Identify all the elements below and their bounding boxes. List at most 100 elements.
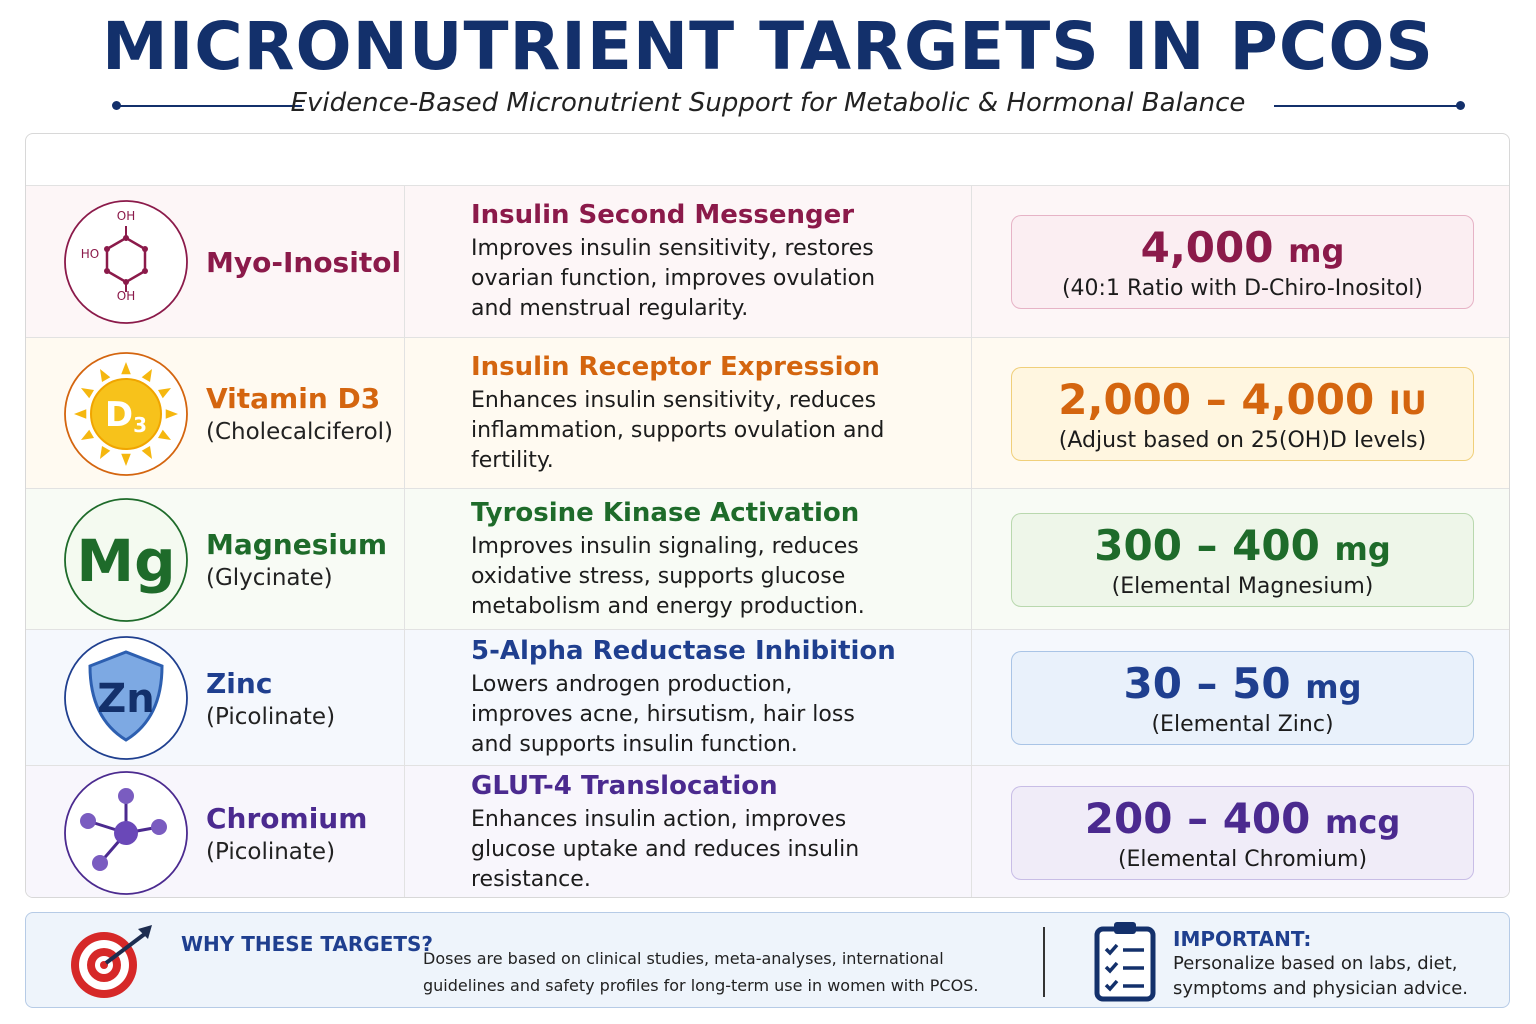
cell-divider bbox=[971, 489, 972, 630]
dose-value: 30 – 50 bbox=[1123, 659, 1291, 708]
icon-ring bbox=[64, 200, 188, 324]
atom bbox=[142, 246, 148, 252]
table-row: OH HO OH Myo-Inositol Insulin Second Messeng… bbox=[26, 185, 1509, 338]
dose-note: (Adjust based on 25(OH)D levels) bbox=[1058, 427, 1427, 453]
why-title: WHY THESE TARGETS? bbox=[181, 932, 434, 956]
mechanism-title: Tyrosine Kinase Activation bbox=[471, 497, 860, 528]
dose-unit: mcg bbox=[1325, 803, 1401, 841]
table: NUTRIENTKEY MECHANISM IN PCOSTARGET DAIL… bbox=[25, 133, 1510, 898]
icon-label: OH bbox=[117, 289, 135, 303]
shield bbox=[88, 650, 164, 742]
rule bbox=[1274, 105, 1460, 107]
mechanism-text: Improves insulin sensitivity, restores o… bbox=[471, 236, 876, 321]
dose-box: 200 – 400 mcg (Elemental Chromium) bbox=[1011, 786, 1474, 880]
atom bbox=[92, 855, 108, 871]
nutrient-name: Zinc bbox=[206, 666, 273, 700]
cell-divider bbox=[971, 766, 972, 897]
nutrient-icon bbox=[64, 771, 188, 895]
sun-ray bbox=[80, 387, 95, 398]
icon-label: HO bbox=[81, 247, 99, 261]
atom bbox=[104, 246, 110, 252]
cell-divider bbox=[971, 186, 972, 338]
important-title: IMPORTANT: bbox=[1173, 927, 1312, 951]
sun-ray bbox=[165, 408, 178, 419]
mechanism-cell: Tyrosine Kinase Activation Improves insul… bbox=[471, 489, 891, 630]
dose-value: 4,000 bbox=[1140, 223, 1274, 272]
mechanism-title: GLUT-4 Translocation bbox=[471, 771, 778, 801]
rule bbox=[116, 105, 302, 107]
sun-ray bbox=[157, 429, 172, 440]
icon-label: D3 bbox=[105, 395, 147, 437]
sun-ray bbox=[141, 368, 152, 382]
nutrient-form: (Picolinate) bbox=[206, 838, 336, 865]
dose-box: 2,000 – 4,000 IU (Adjust based on 25(OH)D… bbox=[1011, 366, 1474, 461]
sun-ray bbox=[141, 445, 152, 459]
nutrient-cell: Magnesium (Glycinate) bbox=[206, 489, 387, 630]
footer: WHY THESE TARGETS? Doses are based on cl… bbox=[25, 912, 1510, 1008]
dose-line: 200 – 400 mcg bbox=[1012, 794, 1473, 843]
subtitle: Evidence-Based Micronutrient Support for… bbox=[290, 88, 1246, 118]
dose-box: 300 – 400 mg (Elemental Magnesium) bbox=[1011, 512, 1474, 607]
dose-unit: mg bbox=[1334, 529, 1391, 568]
dose-line: 4,000 mg bbox=[1012, 223, 1473, 272]
nutrient-name: Myo-Inositol bbox=[206, 245, 402, 279]
atom bbox=[118, 788, 134, 804]
dose-box: 4,000 mg (40:1 Ratio with D-Chiro-Inosito… bbox=[1011, 215, 1474, 309]
nutrient-cell: Vitamin D3 (Cholecalciferol) bbox=[206, 338, 393, 489]
dose-note: (40:1 Ratio with D-Chiro-Inositol) bbox=[1061, 276, 1424, 301]
nutrient-icon: Mg bbox=[64, 497, 188, 622]
cell-divider bbox=[404, 766, 405, 897]
mechanism-title: 5-Alpha Reductase Inhibition bbox=[471, 636, 896, 666]
table-row: Mg Magnesium (Glycinate) Tyrosine Kinase Ac… bbox=[26, 488, 1509, 630]
table-row: Zn Zinc (Picolinate) 5-Alpha Reductase Inhi… bbox=[26, 629, 1509, 766]
atom bbox=[114, 821, 138, 845]
dot bbox=[112, 101, 121, 110]
dose-unit: IU bbox=[1388, 383, 1427, 422]
dose-line: 2,000 – 4,000 IU bbox=[1012, 375, 1473, 424]
mechanism-cell: GLUT-4 Translocation Enhances insulin act… bbox=[471, 766, 891, 897]
dose-note: (Elemental Magnesium) bbox=[1111, 573, 1374, 599]
sun-ray bbox=[121, 361, 131, 374]
cell-divider bbox=[971, 630, 972, 766]
mechanism-text: Improves insulin signaling, reduces oxid… bbox=[471, 533, 865, 619]
dose-unit: mg bbox=[1305, 668, 1362, 706]
important-text: Personalize based on labs, diet, symptom… bbox=[1173, 953, 1469, 999]
why-text: Doses are based on clinical studies, met… bbox=[423, 949, 979, 995]
icon-label: Zn bbox=[97, 676, 154, 722]
nutrient-icon: Zn bbox=[64, 636, 188, 760]
mechanism-cell: Insulin Second Messenger Improves insulin… bbox=[471, 186, 891, 338]
sun-ray bbox=[100, 368, 111, 382]
icon-label: OH bbox=[117, 209, 135, 223]
dose-box: 30 – 50 mg (Elemental Zinc) bbox=[1011, 651, 1474, 745]
divider bbox=[1043, 927, 1045, 997]
mechanism-cell: Insulin Receptor Expression Enhances insu… bbox=[471, 338, 891, 489]
dose-note: (Elemental Zinc) bbox=[1151, 712, 1334, 737]
mechanism-text: Enhances insulin action, improves glucos… bbox=[471, 807, 860, 892]
nutrient-icon: OH HO OH bbox=[64, 200, 188, 324]
sun bbox=[90, 377, 162, 450]
nutrient-cell: Myo-Inositol bbox=[206, 186, 401, 338]
dose-note: (Elemental Chromium) bbox=[1117, 847, 1368, 872]
title: MICRONUTRIENT TARGETS IN PCOS bbox=[102, 8, 1434, 85]
nutrient-icon: D3 bbox=[64, 351, 188, 476]
nutrient-name: Magnesium bbox=[206, 528, 388, 561]
sun-ray bbox=[80, 429, 95, 440]
nutrient-cell: Zinc (Picolinate) bbox=[206, 630, 335, 766]
nutrient-name: Vitamin D3 bbox=[206, 382, 381, 415]
mechanism-title: Insulin Receptor Expression bbox=[471, 351, 880, 382]
dose-unit: mg bbox=[1288, 232, 1345, 270]
nutrient-form: (Cholecalciferol) bbox=[206, 419, 394, 445]
dose-value: 2,000 – 4,000 bbox=[1058, 374, 1375, 424]
table-row: D3 Vitamin D3 (Cholecalciferol) Insulin Rec… bbox=[26, 337, 1509, 489]
atom bbox=[151, 819, 167, 835]
atom bbox=[142, 268, 148, 274]
icon-label: 3 bbox=[133, 413, 147, 437]
cell-divider bbox=[404, 186, 405, 338]
nutrient-name: Chromium bbox=[206, 801, 368, 835]
atom bbox=[80, 813, 96, 829]
mechanism-cell: 5-Alpha Reductase Inhibition Lowers andro… bbox=[471, 630, 896, 766]
dose-line: 30 – 50 mg bbox=[1012, 659, 1473, 708]
sun-ray bbox=[74, 408, 87, 419]
cell-divider bbox=[404, 630, 405, 766]
